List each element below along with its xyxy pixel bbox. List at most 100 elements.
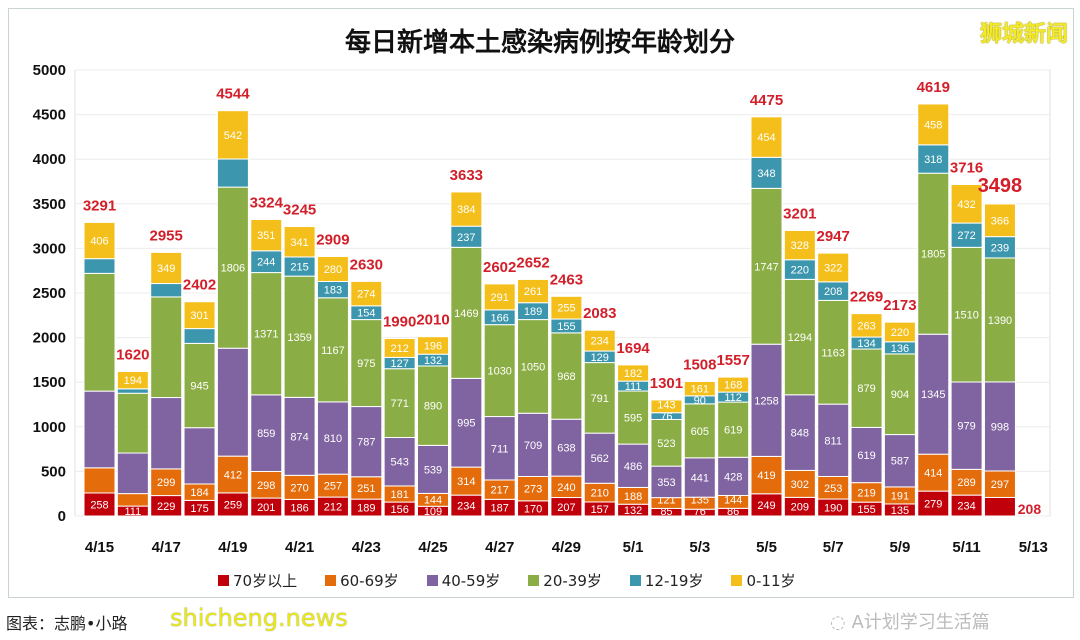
total-label: 4475 (750, 92, 783, 109)
segment-label: 1805 (921, 249, 945, 261)
bar-segment (617, 443, 650, 488)
segment-label: 301 (190, 310, 208, 322)
wechat-source-text: A计划学习生活篇 (851, 612, 990, 633)
segment-label: 968 (557, 371, 575, 383)
bar-segment (216, 158, 249, 188)
total-label: 2463 (550, 271, 583, 288)
total-label: 1620 (116, 346, 149, 363)
segment-label: 132 (424, 355, 442, 367)
segment-label: 184 (190, 487, 208, 499)
bar-segment (183, 342, 216, 429)
bar-segment (850, 313, 883, 338)
total-label: 2652 (516, 254, 549, 271)
segment-label: 432 (957, 199, 975, 211)
segment-label: 239 (991, 242, 1009, 254)
segment-label: 129 (591, 352, 609, 364)
segment-label: 143 (657, 400, 675, 412)
segment-label: 187 (491, 503, 509, 515)
segment-label: 170 (524, 503, 542, 515)
legend-item: 12-19岁 (629, 570, 704, 591)
segment-label: 186 (290, 503, 308, 515)
bar-segment (417, 336, 449, 355)
segment-label: 183 (324, 285, 342, 297)
legend-item: 40-59岁 (426, 570, 500, 591)
bar-segment (917, 103, 950, 146)
segment-label: 299 (157, 477, 175, 489)
segment-label: 619 (724, 425, 742, 437)
bar-segment (583, 432, 616, 484)
segment-label: 157 (591, 504, 609, 516)
legend-label: 12-19岁 (644, 572, 704, 590)
segment-label: 85 (660, 506, 672, 518)
segment-label: 229 (157, 501, 175, 513)
segment-label: 219 (857, 487, 875, 499)
legend-swatch (325, 575, 337, 586)
segment-label: 182 (624, 368, 642, 380)
x-tick-label: 4/17 (152, 539, 181, 556)
total-label: 2630 (350, 256, 383, 273)
y-tick-label: 500 (41, 463, 66, 480)
segment-label: 1371 (254, 329, 278, 341)
segment-label: 428 (724, 471, 742, 483)
watermark: shicheng.news (170, 604, 348, 632)
bar-segment (783, 394, 816, 471)
wechat-source: ◌ A计划学习生活篇 (830, 608, 990, 634)
segment-label: 711 (491, 443, 509, 455)
segment-label: 1163 (821, 347, 845, 359)
segment-label: 189 (524, 306, 542, 318)
segment-label: 188 (624, 491, 642, 503)
segment-label: 144 (424, 495, 442, 507)
bar-segment (83, 272, 116, 392)
bar-segment (917, 144, 950, 174)
bar-segment (83, 258, 116, 274)
segment-label: 297 (991, 479, 1009, 491)
segment-label: 109 (424, 506, 442, 518)
segment-label: 638 (557, 443, 575, 455)
segment-label: 1345 (921, 389, 945, 401)
bar-segment (150, 468, 183, 497)
bar-segment (116, 392, 149, 454)
bar-segment (783, 229, 816, 261)
total-label: 3633 (450, 167, 483, 184)
segment-label: 904 (891, 389, 909, 401)
segment-label: 328 (791, 240, 809, 252)
bar-segment (417, 444, 449, 494)
total-label: 1694 (616, 340, 650, 357)
y-tick-label: 5000 (33, 62, 66, 79)
segment-label: 810 (324, 433, 342, 445)
segment-label: 208 (1018, 501, 1042, 517)
segment-label: 168 (724, 380, 742, 392)
segment-label: 190 (824, 503, 842, 515)
bar-segment (717, 401, 750, 458)
segment-label: 595 (624, 413, 642, 425)
segment-label: 111 (625, 381, 642, 393)
bar-segment (283, 396, 316, 476)
segment-label: 384 (457, 204, 475, 216)
bar-segment (750, 116, 783, 158)
bar-segment (950, 381, 983, 470)
bar-segment (717, 456, 750, 496)
segment-label: 112 (724, 392, 742, 404)
segment-label: 353 (657, 477, 675, 489)
total-label: 4619 (917, 79, 950, 96)
legend: 70岁以上 60-69岁 40-59岁 20-39岁 12-19岁 0-11岁 (218, 570, 796, 591)
total-label: 3716 (950, 160, 983, 177)
segment-label: 341 (290, 237, 308, 249)
segment-label: 619 (857, 450, 875, 462)
bar-segment (383, 368, 416, 439)
bar-segment (483, 416, 516, 481)
bar-segment (950, 222, 983, 248)
bar-segment (650, 465, 683, 499)
segment-label: 1747 (754, 261, 778, 273)
segment-label: 587 (891, 456, 909, 468)
segment-label: 280 (324, 264, 342, 276)
bar-segment (850, 348, 883, 428)
legend-label: 60-69岁 (340, 572, 399, 590)
y-tick-label: 2000 (33, 330, 66, 347)
segment-label: 791 (591, 393, 609, 405)
bar-segment (250, 394, 283, 472)
total-label: 2269 (850, 289, 883, 306)
segment-label: 523 (657, 438, 675, 450)
segment-label: 562 (591, 453, 609, 465)
segment-label: 240 (557, 482, 575, 494)
